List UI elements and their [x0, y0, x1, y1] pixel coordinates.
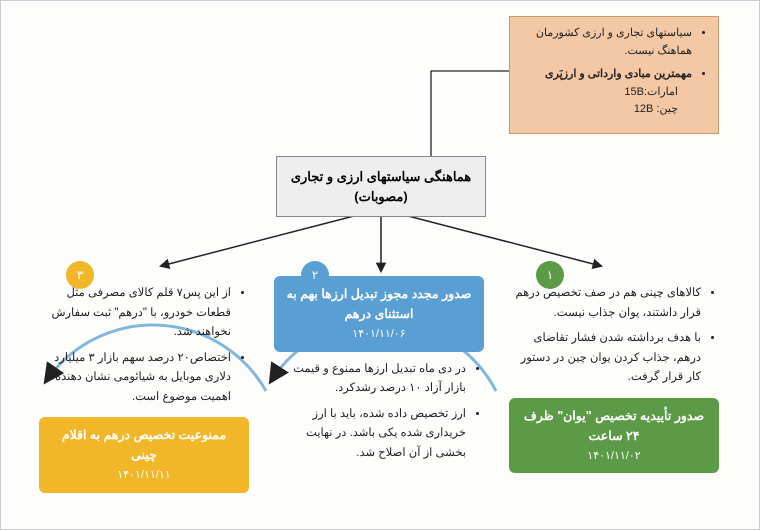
column-3: ۳ از این پس۷ قلم کالای مصرفی مثل قطعات خ… — [39, 276, 249, 493]
center-line1: هماهنگی سیاستهای ارزی و تجاری — [285, 167, 477, 187]
note-box: سیاستهای تجاری و ارزی کشورمان هماهنگ نیس… — [509, 16, 719, 134]
col3-title: ممنوعیت تخصیص درهم به اقلام چینی ۱۴۰۱/۱۱… — [39, 417, 249, 493]
col2-title: صدور مجدد مجوز تبدیل ارزها بهم به استثنا… — [274, 276, 484, 352]
note-bullet-1: سیاستهای تجاری و ارزی کشورمان هماهنگ نیس… — [518, 25, 692, 60]
center-line2: (مصوبات) — [285, 187, 477, 207]
note-bullet-2: مهمترین مبادی وارداتی و ارزپَری امارات:1… — [518, 66, 692, 119]
col1-title: صدور تأییدیه تخصیص "یوان" ظرف ۲۴ ساعت ۱۴… — [509, 398, 719, 474]
col1-body: کالاهای چینی هم در صف تخصیص درهم قرار دا… — [509, 284, 719, 388]
col2-body: در دی ماه تبدیل ارزها ممنوع و قیمت بازار… — [274, 360, 484, 464]
badge-1: ۱ — [536, 261, 564, 289]
col1-item: کالاهای چینی هم در صف تخصیص درهم قرار دا… — [513, 284, 701, 323]
center-title-box: هماهنگی سیاستهای ارزی و تجاری (مصوبات) — [276, 156, 486, 217]
col2-item: در دی ماه تبدیل ارزها ممنوع و قیمت بازار… — [278, 360, 466, 399]
col3-item: از این پس۷ قلم کالای مصرفی مثل قطعات خود… — [43, 284, 231, 343]
badge-3: ۳ — [66, 261, 94, 289]
col1-item: با هدف برداشته شدن فشار تقاضای درهم، جذا… — [513, 329, 701, 388]
column-1: ۱ کالاهای چینی هم در صف تخصیص درهم قرار … — [509, 276, 719, 473]
col3-item: اختصاص۲۰ درصد سهم بازار ۳ میلیارد دلاری … — [43, 349, 231, 408]
column-2: ۲ صدور مجدد مجوز تبدیل ارزها بهم به استث… — [274, 276, 484, 473]
col2-item: ارز تخصیص داده شده، باید با ارز خریداری … — [278, 405, 466, 464]
col3-body: از این پس۷ قلم کالای مصرفی مثل قطعات خود… — [39, 284, 249, 407]
badge-2: ۲ — [301, 261, 329, 289]
